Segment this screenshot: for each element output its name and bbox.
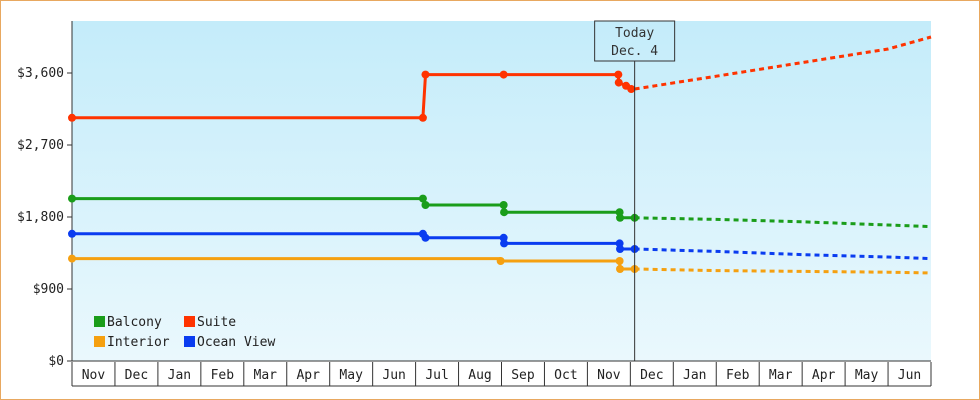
y-tick-label: $3,600 <box>17 66 64 81</box>
y-tick-label: $1,800 <box>17 210 64 225</box>
legend-label-ocean-view: Ocean View <box>197 335 275 350</box>
legend-label-suite: Suite <box>197 315 236 330</box>
data-point-suite <box>421 70 430 79</box>
x-tick-label: Apr <box>812 368 836 383</box>
series-forecast-interior <box>634 267 932 275</box>
x-tick-label: Jun <box>382 368 405 383</box>
today-label-box <box>594 20 676 62</box>
x-tick-label: May <box>339 368 363 383</box>
legend-swatch-interior <box>94 336 105 347</box>
legend-label-balcony: Balcony <box>107 315 162 330</box>
x-tick-label: Jan <box>168 368 191 383</box>
series-forecast-ocean-view <box>634 247 932 261</box>
today-label-line1: Today <box>615 26 654 41</box>
x-tick-label: Sep <box>511 368 535 383</box>
data-point-ocean-view <box>421 233 430 242</box>
x-tick-label: Jun <box>898 368 921 383</box>
x-tick-label: Jul <box>425 368 448 383</box>
x-tick-label: Nov <box>597 368 621 383</box>
x-tick-label: Mar <box>769 368 793 383</box>
data-point-suite <box>614 70 623 79</box>
x-tick-label: Apr <box>296 368 320 383</box>
x-tick-label: Feb <box>211 368 235 383</box>
y-tick-label: $900 <box>33 282 64 297</box>
x-tick-label: Jan <box>683 368 706 383</box>
today-marker: Today Dec. 4 <box>594 20 676 361</box>
data-point-interior <box>616 265 625 273</box>
y-tick-label: $2,700 <box>17 138 64 153</box>
today-label-line2: Dec. 4 <box>611 44 658 59</box>
data-point-suite <box>627 85 636 93</box>
axes: $0 $900 $1,800 $2,700 $3,600 Nov Dec Jan Feb Mar A… <box>17 21 932 387</box>
series-group <box>68 35 932 275</box>
data-point-suite <box>68 113 76 122</box>
data-point-suite <box>418 113 427 122</box>
data-point-balcony <box>499 201 508 209</box>
data-point-ocean-view <box>616 245 625 253</box>
y-tick-label: $0 <box>48 354 64 369</box>
legend-swatch-balcony <box>94 316 105 327</box>
data-point-balcony <box>68 194 76 203</box>
x-tick-label: Feb <box>726 368 750 383</box>
legend-swatch-suite <box>184 316 195 327</box>
x-tick-label: Dec <box>125 368 148 383</box>
data-point-suite <box>614 78 623 87</box>
x-tick-label: Aug <box>468 368 491 383</box>
data-point-ocean-view <box>500 239 509 248</box>
data-point-ocean-view <box>68 229 76 238</box>
data-point-interior <box>68 254 76 263</box>
data-point-interior <box>496 257 505 265</box>
legend-swatch-ocean-view <box>184 336 195 347</box>
data-point-suite <box>499 70 508 79</box>
legend: Balcony Suite Interior Ocean View <box>94 315 275 350</box>
x-tick-label: May <box>855 368 879 383</box>
data-point-balcony <box>418 194 427 203</box>
series-forecast-suite <box>634 35 932 91</box>
data-point-balcony <box>421 201 430 209</box>
data-point-balcony <box>500 208 509 217</box>
x-tick-label: Oct <box>554 368 577 383</box>
x-tick-label: Mar <box>254 368 278 383</box>
data-point-interior <box>615 257 624 265</box>
legend-label-interior: Interior <box>107 335 170 350</box>
x-tick-label: Nov <box>82 368 106 383</box>
series-forecast-balcony <box>634 216 932 229</box>
data-point-balcony <box>616 213 625 222</box>
x-tick-label: Dec <box>640 368 663 383</box>
